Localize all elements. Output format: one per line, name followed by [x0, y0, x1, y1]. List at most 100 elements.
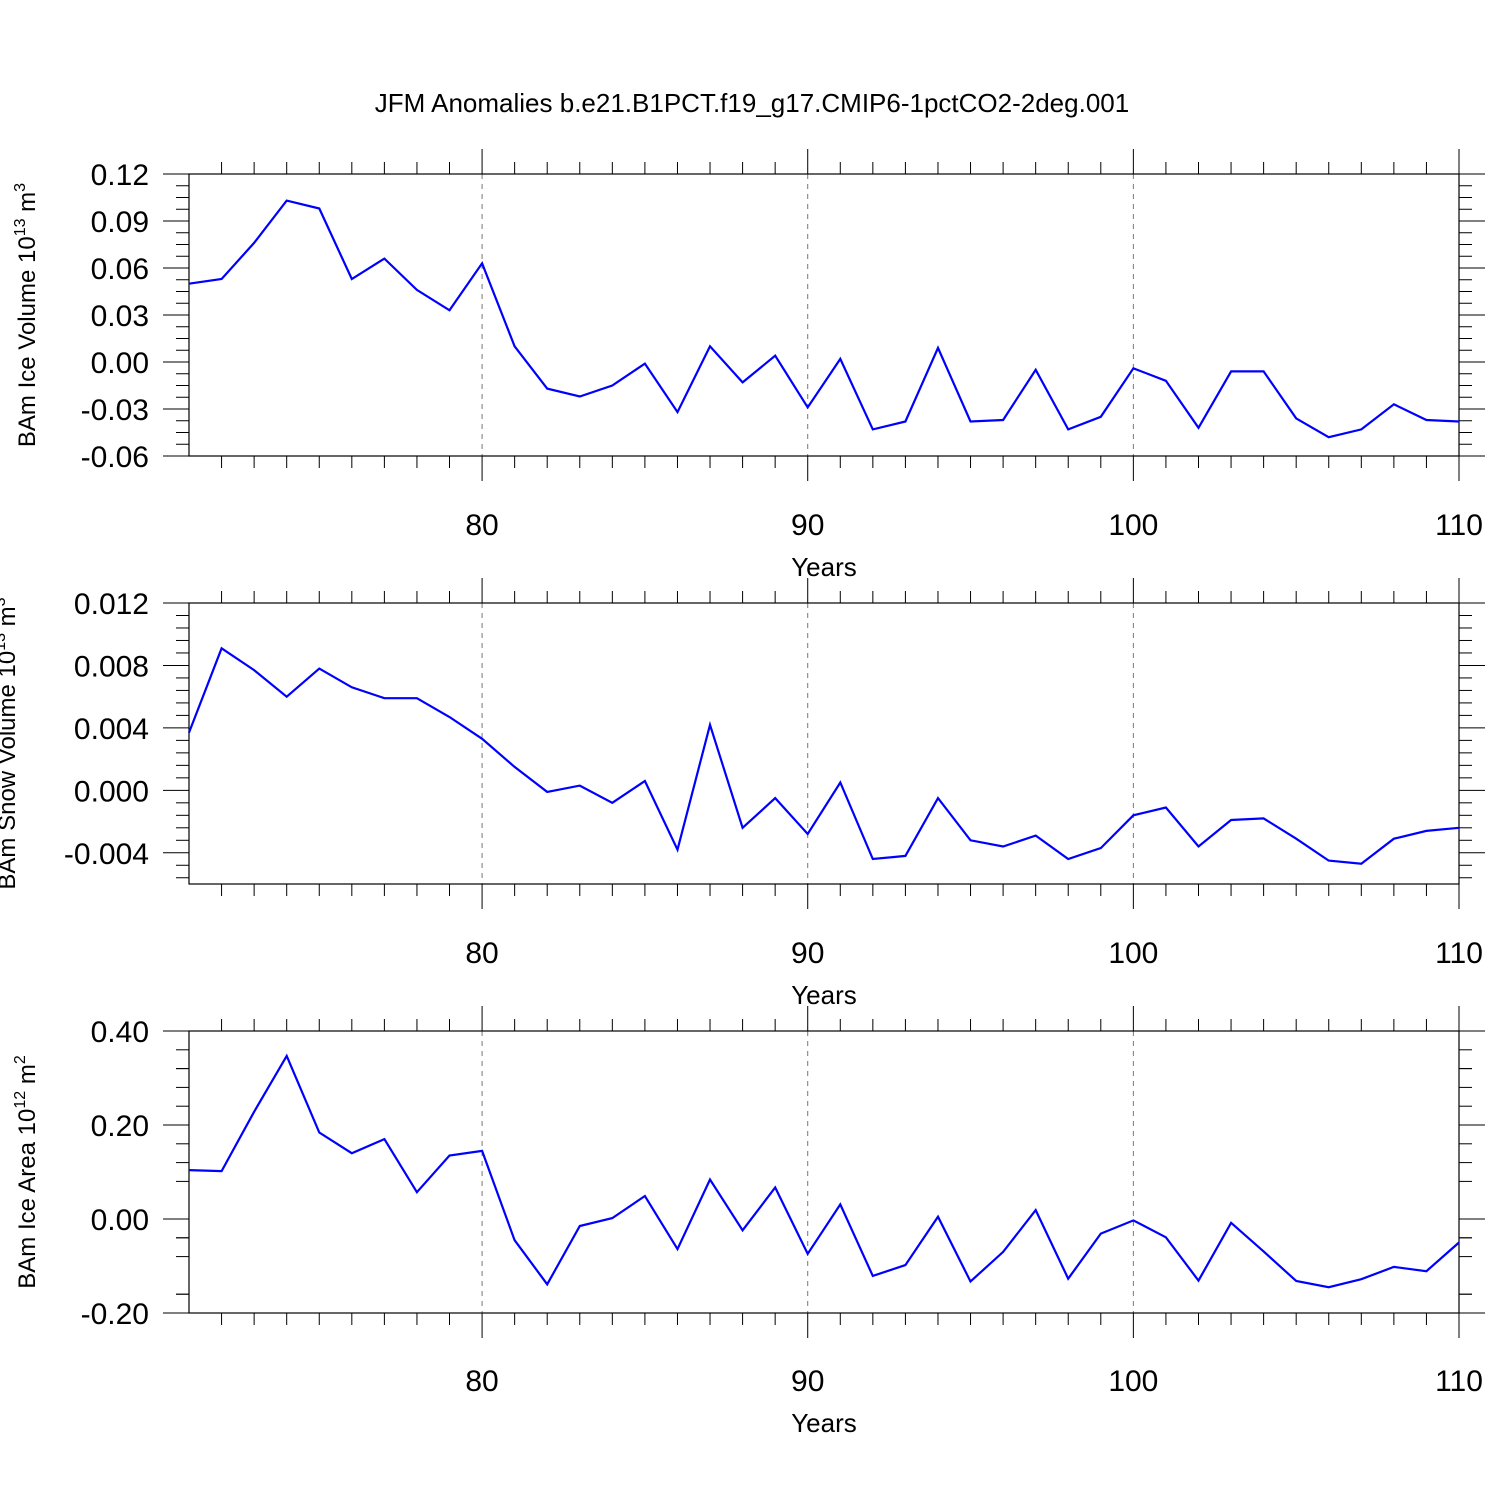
data-point: [969, 839, 971, 841]
data-point: [1100, 416, 1102, 418]
data-point: [1197, 1279, 1199, 1281]
y-axis-label: BAm Ice Volume 1013 m3: [12, 183, 41, 447]
data-point: [1165, 380, 1167, 382]
data-point: [1328, 859, 1330, 861]
series-line: [188, 1053, 1460, 1289]
data-point: [1197, 427, 1199, 429]
data-point: [969, 1280, 971, 1282]
data-point: [1458, 1241, 1460, 1243]
x-tick-label: 90: [791, 1365, 824, 1398]
data-point: [546, 387, 548, 389]
chart-panel-2: -0.004 0.000 0.004 0.008 0.012 80 90 100 110 Year…: [0, 578, 1485, 1010]
x-tick-label: 80: [465, 937, 498, 970]
data-point: [383, 1138, 385, 1140]
data-point: [318, 1131, 320, 1133]
data-point: [611, 384, 613, 386]
series-line: [188, 199, 1460, 439]
data-point: [774, 1186, 776, 1188]
data-point: [839, 781, 841, 783]
data-point: [741, 827, 743, 829]
data-point: [676, 848, 678, 850]
data-point: [1100, 847, 1102, 849]
y-tick-label: 0.40: [91, 1016, 149, 1049]
data-point: [709, 1178, 711, 1180]
data-point: [904, 855, 906, 857]
data-point: [839, 358, 841, 360]
data-point: [1458, 827, 1460, 829]
data-point: [1165, 1236, 1167, 1238]
data-point: [253, 242, 255, 244]
data-point: [1262, 370, 1264, 372]
y-tick-label: -0.20: [81, 1298, 149, 1331]
x-tick-label: 110: [1435, 937, 1483, 970]
data-point: [579, 1225, 581, 1227]
data-point: [1328, 1286, 1330, 1288]
data-point: [1393, 1266, 1395, 1268]
data-point: [318, 207, 320, 209]
data-point: [481, 738, 483, 740]
data-point: [253, 1111, 255, 1113]
data-point: [774, 797, 776, 799]
data-point: [1132, 367, 1134, 369]
data-point: [220, 278, 222, 280]
x-tick-label: 90: [791, 509, 824, 542]
x-tick-label: 90: [791, 937, 824, 970]
data-point: [676, 411, 678, 413]
data-point: [1002, 1251, 1004, 1253]
x-tick-label: 100: [1108, 509, 1158, 542]
data-point: [1034, 834, 1036, 836]
data-point: [969, 420, 971, 422]
x-tick-label: 100: [1108, 1365, 1158, 1398]
data-point: [1295, 1280, 1297, 1282]
data-point: [937, 797, 939, 799]
y-tick-label: 0.09: [91, 206, 149, 239]
data-point: [709, 724, 711, 726]
data-point: [253, 669, 255, 671]
data-point: [1002, 419, 1004, 421]
data-point: [839, 1203, 841, 1205]
data-point: [1328, 436, 1330, 438]
data-point: [709, 345, 711, 347]
y-tick-label: 0.012: [74, 588, 149, 621]
data-point: [513, 1239, 515, 1241]
y-tick-label: 0.06: [91, 253, 149, 286]
data-point: [513, 345, 515, 347]
data-point: [872, 1275, 874, 1277]
data-point: [1034, 1209, 1036, 1211]
data-point: [1067, 1277, 1069, 1279]
data-point: [644, 780, 646, 782]
data-point: [1230, 819, 1232, 821]
data-point: [937, 1215, 939, 1217]
data-point: [1360, 863, 1362, 865]
data-point: [220, 647, 222, 649]
x-tick-label: 80: [465, 509, 498, 542]
series-line: [187, 646, 1460, 865]
data-point: [872, 858, 874, 860]
data-point: [1295, 838, 1297, 840]
data-point: [807, 1253, 809, 1255]
data-point: [741, 381, 743, 383]
data-point: [448, 309, 450, 311]
data-point: [416, 1191, 418, 1193]
y-tick-label: 0.00: [91, 1204, 149, 1237]
data-point: [220, 1170, 222, 1172]
figure-title: JFM Anomalies b.e21.B1PCT.f19_g17.CMIP6-…: [375, 88, 1129, 118]
data-point: [318, 667, 320, 669]
y-tick-label: 0.20: [91, 1110, 149, 1143]
y-tick-label: -0.004: [64, 838, 149, 871]
data-point: [1458, 420, 1460, 422]
data-point: [481, 262, 483, 264]
y-tick-label: 0.12: [91, 159, 149, 192]
plot-frame: [188, 602, 1460, 885]
data-point: [676, 1248, 678, 1250]
data-point: [448, 716, 450, 718]
data-point: [481, 1150, 483, 1152]
data-point: [741, 1229, 743, 1231]
data-point: [1425, 830, 1427, 832]
x-tick-label: 110: [1435, 1365, 1483, 1398]
data-point: [448, 1154, 450, 1156]
data-point: [188, 282, 190, 284]
data-point: [579, 784, 581, 786]
data-point: [1360, 428, 1362, 430]
